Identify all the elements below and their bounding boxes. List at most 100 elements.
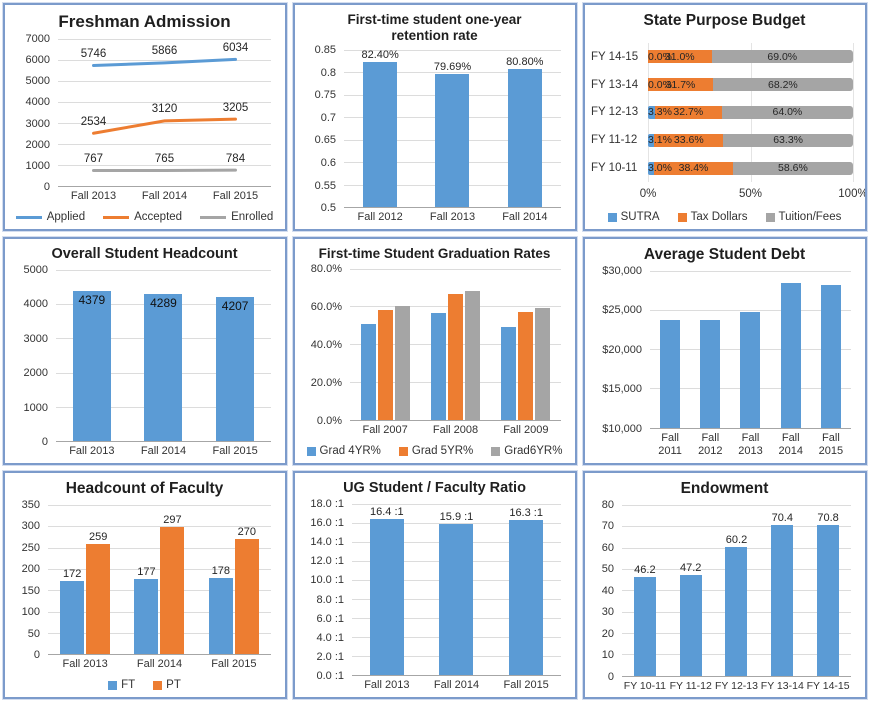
x-tick-label: Fall 2014 xyxy=(778,431,803,458)
x-tick-label: Fall 2015 xyxy=(212,190,259,203)
gridline xyxy=(48,504,271,506)
value-label: 47.2 xyxy=(679,561,702,574)
bar-group: 82.40% xyxy=(361,48,399,208)
legend-item: Grad6YR% xyxy=(491,445,562,457)
chart-body: 7000 6000 5000 4000 3000 2000 1000 0 5746 5866 603… xyxy=(10,32,279,225)
chart-main: 80.0% 60.0% 40.0% 20.0% 0.0% Fall 2007 Fall 20… xyxy=(300,263,569,459)
chart-title: Headcount of Faculty xyxy=(65,480,224,497)
x-tick-label: Fall 2013 xyxy=(62,658,108,671)
y-tick-label: 1000 xyxy=(25,160,50,172)
value-label: 259 xyxy=(88,530,108,543)
y-tick-label: 12.0 :1 xyxy=(310,555,344,568)
x-axis-track: 0% 50% 100% xyxy=(640,182,865,204)
bar-ratio: 16.4 :1 xyxy=(369,506,404,676)
chart-title: Average Student Debt xyxy=(643,246,806,263)
y-tick-label: 0 xyxy=(607,670,614,683)
bar-group: 60.2 xyxy=(725,505,748,676)
x-tick-label: Fall 2015 xyxy=(503,679,549,692)
chart-panel-state-purpose-budget: State Purpose Budget FY 14-15 0.0% 31.0% 69… xyxy=(583,3,867,231)
chart-body: FY 14-15 0.0% 31.0% 69.0% FY 13-14 0.0% 31.7% 6… xyxy=(590,33,865,225)
y-tick-label: 40.0% xyxy=(310,338,342,351)
chart-panel-retention-rate: First-time student one-year retention ra… xyxy=(293,3,577,231)
chart-title: Freshman Admission xyxy=(58,12,231,31)
chart-main: 80 70 60 50 40 30 20 10 0 46.2 47.2 60.2 70.4 70.8 FY … xyxy=(590,499,859,693)
x-tick-label: Fall 2007 xyxy=(362,424,408,437)
legend-label: Tax Dollars xyxy=(690,211,748,223)
x-tick-label: 100% xyxy=(838,188,867,200)
segment-label: 38.4% xyxy=(678,162,709,175)
point-label: 3205 xyxy=(222,101,249,114)
legend-label: PT xyxy=(166,679,181,691)
segment-2 xyxy=(711,50,853,64)
bar-average debt xyxy=(820,284,841,428)
chart-main: 7000 6000 5000 4000 3000 2000 1000 0 5746 5866 603… xyxy=(10,32,279,225)
chart-panel-headcount-of-faculty: Headcount of Faculty 350 300 250 200 150 100 5… xyxy=(3,471,287,699)
y-axis: 5000 4000 3000 2000 1000 0 xyxy=(10,264,52,449)
bar-group xyxy=(501,269,551,421)
x-axis: Fall 2007 Fall 2008 Fall 2009 xyxy=(350,421,561,438)
chart-body: 80.0% 60.0% 40.0% 20.0% 0.0% Fall 2007 Fall 20… xyxy=(300,263,569,459)
gridline xyxy=(58,101,271,103)
segment-label: 0.0% xyxy=(648,50,672,63)
bar-group xyxy=(740,271,761,428)
x-tick-label: Fall 2013 xyxy=(364,679,410,692)
bar-group xyxy=(660,271,681,428)
legend-swatch xyxy=(491,446,501,456)
row-label: FY 13-14 xyxy=(591,78,639,91)
legend-item: Grad 4YR% xyxy=(306,445,381,457)
bar-Grad6YR% xyxy=(535,308,551,421)
chart-body: 80 70 60 50 40 30 20 10 0 46.2 47.2 60.2 70.4 70.8 FY … xyxy=(590,499,859,693)
segment-label: 31.0% xyxy=(664,50,695,63)
value-label: 177 xyxy=(137,565,156,578)
gridline xyxy=(48,547,271,549)
line-Accepted xyxy=(94,119,236,133)
y-tick-label: 100 xyxy=(21,606,40,619)
value-label: 82.40% xyxy=(361,48,399,61)
y-axis: $30,000 $25,000 $20,000 $15,000 $10,000 xyxy=(590,265,646,435)
bar-group: 70.8 xyxy=(817,505,840,676)
y-tick-label: 350 xyxy=(21,498,40,511)
legend-item: PT xyxy=(153,679,181,691)
bar-average debt xyxy=(660,320,681,428)
chart-panel-graduation-rates: First-time Student Graduation Rates 80.0… xyxy=(293,237,577,465)
bar-Grad 4YR% xyxy=(430,313,446,421)
bar-retention rate: 80.80% xyxy=(506,56,543,208)
bar-average debt xyxy=(700,320,721,428)
y-tick-label: 7000 xyxy=(25,32,50,45)
chart-main: 350 300 250 200 150 100 50 0 172 259 177 297 178 270 F… xyxy=(10,498,279,693)
bar-Grad 4YR% xyxy=(501,327,517,421)
chart-title: First-time Student Graduation Rates xyxy=(318,246,551,261)
chart-title: First-time student one-year retention ra… xyxy=(347,12,522,43)
y-axis: 80.0% 60.0% 40.0% 20.0% 0.0% xyxy=(300,263,346,428)
chart-main: 18.0 :1 16.0 :1 14.0 :1 12.0 :1 10.0 :1 8.0 :… xyxy=(300,498,569,693)
segment-2 xyxy=(712,78,853,92)
gridline xyxy=(622,504,851,506)
bar-group: 4207 xyxy=(216,270,255,442)
value-label: 178 xyxy=(211,565,230,578)
y-axis: 80 70 60 50 40 30 20 10 0 xyxy=(590,499,618,683)
x-tick-label: FY 13-14 xyxy=(760,679,804,692)
x-axis: Fall 2013 Fall 2014 Fall 2015 xyxy=(48,655,271,672)
y-tick-label: $20,000 xyxy=(602,343,642,356)
plot-area: 16.4 :1 15.9 :1 16.3 :1 xyxy=(352,503,561,677)
point-label: 2534 xyxy=(80,115,107,128)
value-label: 297 xyxy=(163,514,182,527)
plot-area: 5746 5866 6034 2534 3120 3205 767 765 784 xyxy=(58,38,271,188)
point-label: 5746 xyxy=(80,48,107,61)
y-tick-label: 6.0 :1 xyxy=(316,612,344,625)
segment-1 xyxy=(654,105,722,119)
bar-PT: 297 xyxy=(160,514,185,655)
y-tick-label: 6000 xyxy=(25,53,50,66)
bar-group xyxy=(820,271,841,428)
bar-endowment: 47.2 xyxy=(679,562,702,676)
gridline xyxy=(622,526,851,528)
bar-group: 4289 xyxy=(144,270,183,442)
bar-group: 70.4 xyxy=(771,505,794,676)
legend-swatch xyxy=(15,215,42,219)
y-tick-label: $30,000 xyxy=(602,264,642,277)
gridline xyxy=(650,270,851,272)
bar-Grad 5YR% xyxy=(518,312,534,421)
gridline xyxy=(58,165,271,167)
y-tick-label: 5000 xyxy=(25,75,50,88)
